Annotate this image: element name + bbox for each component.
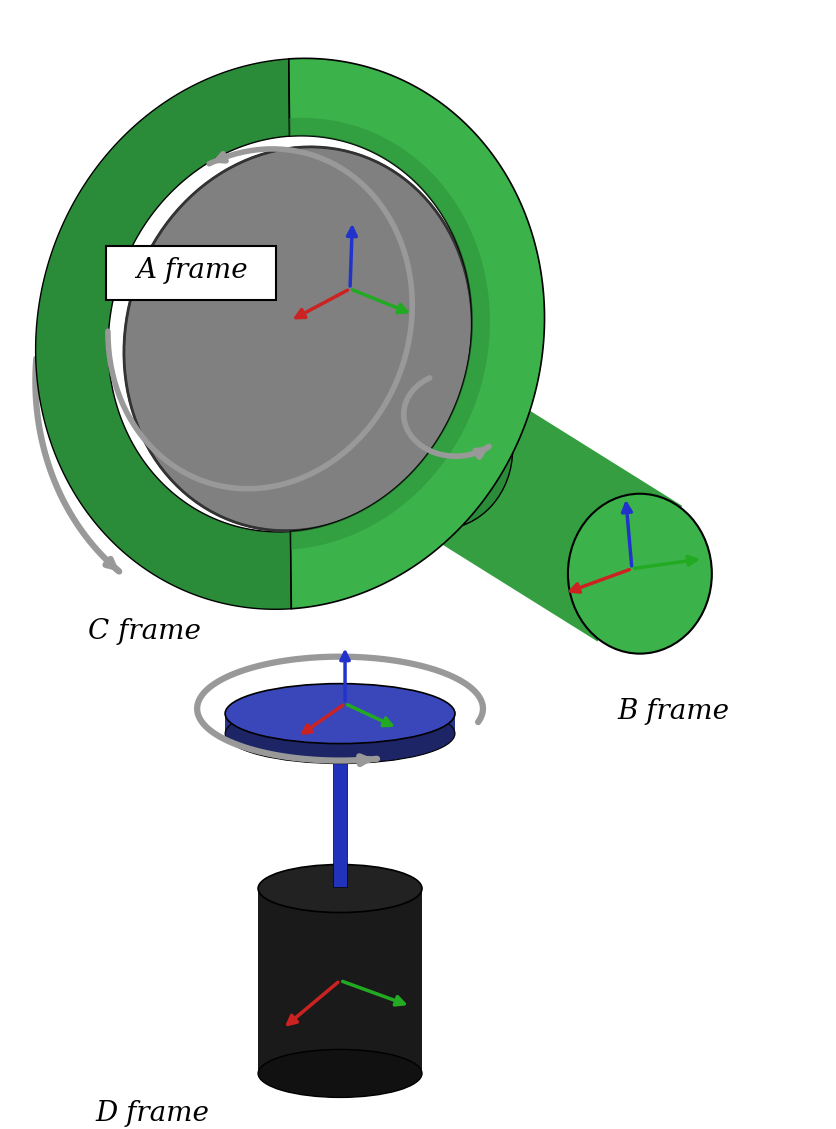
Polygon shape xyxy=(258,889,422,1074)
Polygon shape xyxy=(289,117,490,550)
Polygon shape xyxy=(288,59,544,609)
Ellipse shape xyxy=(225,684,455,744)
FancyBboxPatch shape xyxy=(106,246,276,300)
Ellipse shape xyxy=(225,703,455,763)
Text: C frame: C frame xyxy=(88,618,201,645)
Ellipse shape xyxy=(258,865,422,912)
Polygon shape xyxy=(36,59,291,610)
Polygon shape xyxy=(398,382,682,641)
Ellipse shape xyxy=(568,493,711,654)
Polygon shape xyxy=(225,714,455,734)
Text: D frame: D frame xyxy=(95,1101,209,1128)
Ellipse shape xyxy=(124,147,472,531)
Text: A frame: A frame xyxy=(136,257,248,285)
Polygon shape xyxy=(333,736,347,886)
Ellipse shape xyxy=(258,1050,422,1097)
Text: B frame: B frame xyxy=(618,698,730,725)
Ellipse shape xyxy=(369,369,512,530)
